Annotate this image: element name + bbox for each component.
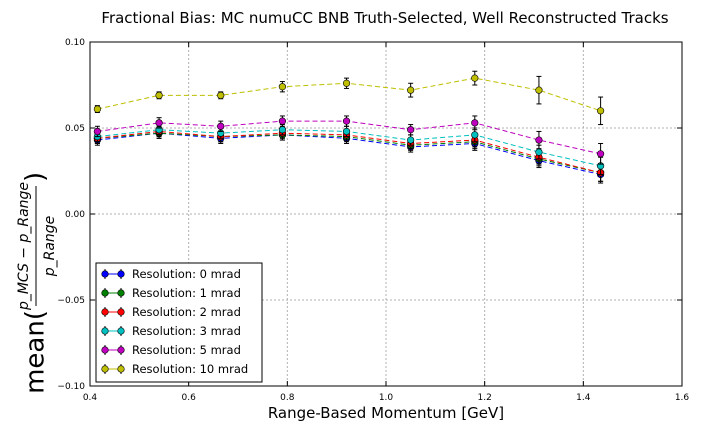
legend-label: Resolution: 1 mrad (132, 286, 241, 300)
legend-entry: Resolution: 1 mrad (101, 286, 241, 300)
data-point (596, 150, 605, 158)
data-point (596, 107, 605, 115)
data-point (342, 117, 351, 125)
legend-marker (101, 365, 109, 373)
x-tick-label: 0.8 (280, 393, 295, 403)
data-point (535, 136, 543, 144)
y-tick-label: −0.05 (57, 296, 85, 306)
data-point (278, 83, 287, 91)
data-point (278, 126, 287, 134)
x-axis-label: Range-Based Momentum [GeV] (268, 404, 504, 422)
legend-entry: Resolution: 5 mrad (101, 343, 241, 357)
legend-marker (101, 327, 109, 335)
x-tick-label: 0.4 (83, 393, 98, 403)
data-point (407, 136, 415, 144)
legend-marker (101, 346, 109, 354)
legend-label: Resolution: 10 mrad (132, 362, 248, 376)
chart-title: Fractional Bias: MC numuCC BNB Truth-Sel… (101, 9, 668, 27)
data-point (471, 119, 479, 127)
x-tick-label: 0.6 (182, 393, 197, 403)
y-tick-label: 0.00 (65, 210, 85, 220)
data-point (407, 126, 415, 134)
series-5 (93, 70, 605, 126)
y-axis-label-prefix: mean( (21, 310, 51, 394)
y-tick-label: 0.10 (65, 38, 85, 48)
data-point (535, 86, 543, 94)
legend-entry: Resolution: 3 mrad (101, 324, 241, 338)
series-layer (93, 70, 605, 184)
legend-box (95, 262, 263, 383)
data-point (535, 148, 543, 156)
legend-entry: Resolution: 2 mrad (101, 305, 241, 319)
y-axis-label: mean( p_MCS − p_Range p_Range ) (16, 172, 58, 394)
data-point (342, 79, 351, 87)
series-4 (93, 115, 605, 165)
legend-marker (117, 289, 125, 297)
legend-entry: Resolution: 0 mrad (101, 267, 241, 281)
legend-marker (117, 365, 125, 373)
axis-ticks: 0.4 0.6 0.8 1.0 1.2 1.4 1.6 −0.10 −0.05 0.00 0.05 0… (57, 38, 689, 403)
data-point (155, 119, 163, 127)
y-axis-label-suffix: ) (21, 172, 51, 182)
data-point (407, 86, 415, 94)
grid-lines (90, 42, 682, 386)
legend-marker (117, 270, 125, 278)
legend-entry: Resolution: 10 mrad (101, 362, 248, 376)
legend-marker (117, 308, 125, 316)
legend-marker (101, 308, 109, 316)
legend-label: Resolution: 5 mrad (132, 343, 241, 357)
y-axis-label-denominator: p_Range (42, 216, 58, 278)
legend: Resolution: 0 mrad Resolution: 1 mrad Reso… (95, 262, 263, 383)
legend-marker (101, 289, 109, 297)
legend-marker (117, 327, 125, 335)
data-point (471, 74, 479, 82)
legend-label: Resolution: 2 mrad (132, 305, 241, 319)
data-point (93, 105, 101, 113)
data-point (217, 91, 225, 99)
y-tick-label: −0.10 (57, 382, 85, 392)
data-point (278, 117, 287, 125)
x-tick-label: 1.0 (379, 393, 394, 403)
legend-label: Resolution: 0 mrad (132, 267, 241, 281)
y-axis-label-numerator: p_MCS − p_Range (16, 182, 32, 311)
data-point (93, 127, 101, 136)
x-tick-label: 1.2 (478, 393, 492, 403)
legend-marker (117, 346, 125, 354)
legend-label: Resolution: 3 mrad (132, 324, 241, 338)
data-point (155, 91, 163, 99)
legend-marker (101, 270, 109, 278)
x-tick-label: 1.6 (675, 393, 690, 403)
data-point (471, 131, 479, 139)
data-point (217, 122, 225, 130)
x-tick-label: 1.4 (576, 393, 591, 403)
y-tick-label: 0.05 (65, 124, 85, 134)
data-point (342, 127, 351, 136)
